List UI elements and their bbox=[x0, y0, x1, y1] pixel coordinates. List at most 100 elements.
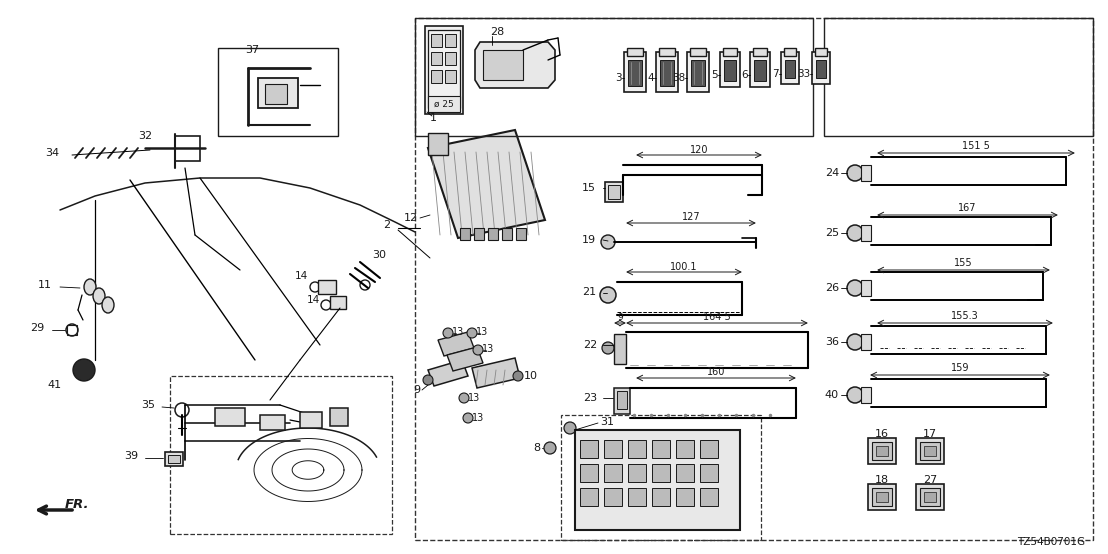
Bar bbox=[579, 464, 598, 482]
Text: 12: 12 bbox=[404, 213, 418, 223]
Text: 14: 14 bbox=[295, 271, 308, 281]
Circle shape bbox=[544, 442, 556, 454]
Bar bbox=[604, 464, 622, 482]
Polygon shape bbox=[438, 332, 474, 356]
Text: 13: 13 bbox=[482, 344, 494, 354]
Bar bbox=[861, 280, 871, 296]
Bar bbox=[265, 84, 287, 104]
Bar bbox=[445, 52, 456, 65]
Text: 24: 24 bbox=[824, 168, 839, 178]
Bar bbox=[614, 388, 630, 414]
Text: 155: 155 bbox=[954, 258, 973, 268]
Text: 40: 40 bbox=[824, 390, 839, 400]
Text: 27: 27 bbox=[923, 475, 937, 485]
Bar bbox=[700, 488, 718, 506]
Bar bbox=[690, 48, 706, 56]
Bar bbox=[617, 391, 627, 409]
Bar bbox=[872, 488, 892, 506]
Bar bbox=[691, 60, 705, 86]
Text: 14: 14 bbox=[307, 295, 320, 305]
Circle shape bbox=[601, 287, 616, 303]
Text: 8: 8 bbox=[533, 443, 540, 453]
Text: 25: 25 bbox=[824, 228, 839, 238]
Text: 39: 39 bbox=[124, 451, 138, 461]
Ellipse shape bbox=[102, 297, 114, 313]
Text: 3: 3 bbox=[615, 73, 622, 83]
Text: 36: 36 bbox=[825, 337, 839, 347]
Circle shape bbox=[847, 225, 863, 241]
Text: 22: 22 bbox=[583, 340, 597, 350]
Bar bbox=[66, 325, 76, 335]
Bar bbox=[425, 26, 463, 114]
Text: 1: 1 bbox=[430, 113, 437, 123]
Text: 7: 7 bbox=[772, 69, 779, 79]
Bar bbox=[579, 440, 598, 458]
Bar bbox=[750, 52, 770, 87]
Text: 160: 160 bbox=[707, 367, 726, 377]
Text: 13: 13 bbox=[475, 327, 489, 337]
Bar bbox=[318, 280, 336, 294]
Bar bbox=[824, 18, 1092, 136]
Text: FR.: FR. bbox=[65, 499, 90, 511]
Text: 6: 6 bbox=[741, 70, 748, 80]
Text: 9: 9 bbox=[413, 385, 420, 395]
Text: 35: 35 bbox=[141, 400, 155, 410]
Text: 29: 29 bbox=[30, 323, 44, 333]
Bar bbox=[604, 440, 622, 458]
Text: 18: 18 bbox=[875, 475, 889, 485]
Text: ø 25: ø 25 bbox=[434, 100, 454, 109]
Text: 10: 10 bbox=[524, 371, 538, 381]
Bar bbox=[330, 296, 346, 309]
Bar bbox=[660, 60, 674, 86]
Bar bbox=[916, 484, 944, 510]
Bar bbox=[258, 78, 298, 108]
Bar bbox=[700, 464, 718, 482]
Circle shape bbox=[564, 422, 576, 434]
Text: 37: 37 bbox=[245, 45, 259, 55]
Bar bbox=[720, 52, 740, 87]
Bar bbox=[700, 440, 718, 458]
Bar bbox=[561, 415, 761, 540]
Bar bbox=[676, 488, 694, 506]
Bar bbox=[784, 48, 796, 56]
Bar bbox=[445, 34, 456, 47]
Text: 21: 21 bbox=[582, 287, 596, 297]
Text: 30: 30 bbox=[372, 250, 386, 260]
Text: 9: 9 bbox=[617, 314, 623, 322]
Bar bbox=[431, 70, 442, 83]
Bar bbox=[656, 52, 678, 92]
Bar bbox=[428, 96, 460, 112]
Text: 28: 28 bbox=[490, 27, 504, 37]
Bar bbox=[876, 446, 888, 456]
Text: 13: 13 bbox=[472, 413, 484, 423]
Bar bbox=[516, 228, 526, 240]
Circle shape bbox=[443, 328, 453, 338]
Bar bbox=[614, 334, 626, 364]
Bar bbox=[608, 185, 620, 199]
Bar bbox=[872, 442, 892, 460]
Bar bbox=[431, 34, 442, 47]
Text: 155.3: 155.3 bbox=[951, 311, 978, 321]
Bar bbox=[624, 52, 646, 92]
Bar bbox=[652, 440, 670, 458]
Bar bbox=[781, 52, 799, 84]
Ellipse shape bbox=[73, 359, 95, 381]
Bar bbox=[924, 446, 936, 456]
Circle shape bbox=[473, 345, 483, 355]
Bar bbox=[815, 48, 827, 56]
Circle shape bbox=[463, 413, 473, 423]
Bar bbox=[165, 452, 183, 466]
Bar bbox=[861, 225, 871, 241]
Bar bbox=[924, 492, 936, 502]
Text: TZ54B0701G: TZ54B0701G bbox=[1017, 537, 1085, 547]
Text: 16: 16 bbox=[875, 429, 889, 439]
Bar bbox=[868, 438, 896, 464]
Bar bbox=[868, 484, 896, 510]
Circle shape bbox=[847, 165, 863, 181]
Bar bbox=[652, 488, 670, 506]
Bar bbox=[753, 48, 767, 56]
Bar bbox=[431, 52, 442, 65]
Bar bbox=[428, 30, 460, 108]
Bar bbox=[628, 488, 646, 506]
Bar bbox=[483, 50, 523, 80]
